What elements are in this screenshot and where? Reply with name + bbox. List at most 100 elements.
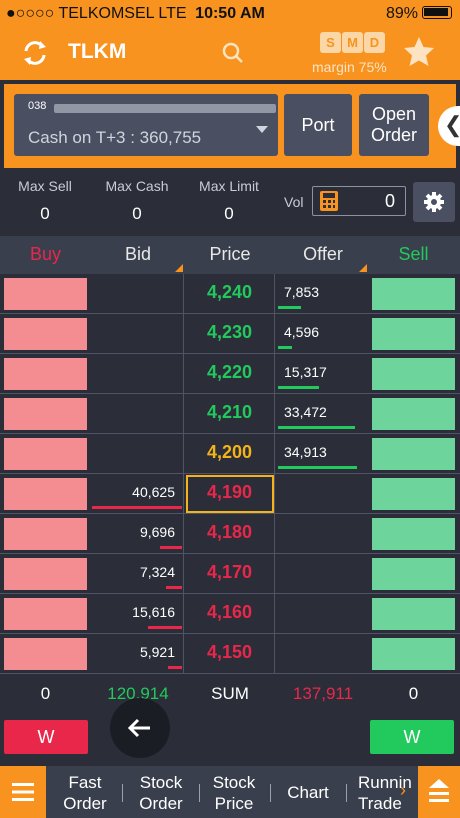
account-number-mask bbox=[54, 104, 276, 113]
chevron-right-icon[interactable]: › bbox=[400, 780, 406, 800]
price-level[interactable]: 4,200 bbox=[185, 434, 275, 474]
sell-w-button[interactable]: W bbox=[370, 720, 454, 754]
sort-offer-icon bbox=[359, 264, 367, 272]
orderbook-row: 4,200 34,913 bbox=[0, 434, 460, 474]
refresh-icon[interactable] bbox=[20, 38, 50, 68]
battery-percent: 89% bbox=[385, 5, 418, 22]
sell-cell[interactable] bbox=[372, 638, 455, 670]
bid-volume[interactable] bbox=[92, 394, 184, 434]
vol-input[interactable]: 0 bbox=[312, 186, 406, 216]
bid-volume[interactable]: 9,696 bbox=[92, 514, 184, 554]
orderbook-row: 9,696 4,180 bbox=[0, 514, 460, 554]
sell-cell[interactable] bbox=[372, 598, 455, 630]
stock-ticker[interactable]: TLKM bbox=[68, 40, 127, 63]
offer-volume[interactable] bbox=[276, 474, 370, 514]
buy-cell[interactable] bbox=[4, 518, 87, 550]
margin-label: margin 75% bbox=[312, 59, 387, 75]
sell-cell[interactable] bbox=[372, 558, 455, 590]
max-cash-label: Max Cash bbox=[105, 178, 169, 194]
nav-expand-button[interactable] bbox=[418, 766, 460, 818]
col-bid[interactable]: Bid bbox=[124, 244, 151, 264]
offer-volume-bar bbox=[278, 466, 357, 469]
order-book: 4,240 7,853 4,230 4,596 4,220 15,317 4,210 33,4… bbox=[0, 274, 460, 674]
orderbook-row: 4,230 4,596 bbox=[0, 314, 460, 354]
price-level[interactable]: 4,180 bbox=[185, 514, 275, 554]
price-level[interactable]: 4,220 bbox=[185, 354, 275, 394]
sum-sell: 0 bbox=[408, 684, 419, 703]
col-offer[interactable]: Offer bbox=[303, 244, 343, 264]
buy-cell[interactable] bbox=[4, 358, 87, 390]
sell-cell[interactable] bbox=[372, 518, 455, 550]
sum-bid: 120,914 bbox=[107, 684, 169, 703]
price-level[interactable]: 4,150 bbox=[185, 634, 275, 674]
nav-separator bbox=[270, 784, 271, 802]
expand-up-icon bbox=[429, 779, 449, 802]
buy-cell[interactable] bbox=[4, 558, 87, 590]
sell-cell[interactable] bbox=[372, 358, 455, 390]
price-level[interactable]: 4,240 bbox=[185, 274, 275, 314]
price-level[interactable]: 4,190 bbox=[185, 474, 275, 514]
bid-volume[interactable]: 5,921 bbox=[92, 634, 184, 674]
account-selector[interactable]: 038 Cash on T+3 : 360,755 bbox=[14, 94, 278, 156]
bid-volume[interactable] bbox=[92, 354, 184, 394]
nav-fast-order[interactable]: Fast Order bbox=[63, 773, 107, 813]
limits-panel: Max Sell 0 Max Cash 0 Max Limit 0 Vol 0 bbox=[0, 170, 460, 234]
buy-cell[interactable] bbox=[4, 438, 87, 470]
nav-tabs: Fast Order Stock Order Stock Price Chart… bbox=[46, 766, 418, 818]
nav-chart[interactable]: Chart bbox=[287, 783, 329, 802]
buy-cell[interactable] bbox=[4, 398, 87, 430]
nav-stock-price[interactable]: Stock Price bbox=[212, 773, 256, 813]
buy-cell[interactable] bbox=[4, 638, 87, 670]
gear-icon bbox=[424, 192, 444, 212]
bid-volume[interactable]: 7,324 bbox=[92, 554, 184, 594]
buy-cell[interactable] bbox=[4, 318, 87, 350]
search-icon[interactable] bbox=[220, 40, 246, 66]
open-order-button[interactable]: Open Order bbox=[359, 94, 429, 156]
account-number: 038 bbox=[28, 100, 47, 112]
back-button[interactable] bbox=[110, 698, 170, 758]
max-limit-label: Max Limit bbox=[199, 178, 259, 194]
menu-button[interactable] bbox=[0, 766, 46, 818]
sell-cell[interactable] bbox=[372, 398, 455, 430]
bid-volume[interactable] bbox=[92, 274, 184, 314]
offer-volume[interactable]: 34,913 bbox=[284, 444, 327, 460]
buy-cell[interactable] bbox=[4, 278, 87, 310]
side-panel-toggle[interactable]: ❮ bbox=[438, 106, 460, 146]
price-level[interactable]: 4,230 bbox=[185, 314, 275, 354]
sum-offer: 137,911 bbox=[292, 684, 354, 703]
buy-w-button[interactable]: W bbox=[4, 720, 88, 754]
offer-volume[interactable]: 15,317 bbox=[284, 364, 327, 380]
nav-running-trade[interactable]: Runnin Trade bbox=[358, 773, 412, 813]
bid-volume-bar bbox=[168, 666, 182, 669]
carrier-signal: ●○○○○ TELKOMSEL LTE bbox=[6, 5, 187, 22]
price-level[interactable]: 4,170 bbox=[185, 554, 275, 594]
bid-volume[interactable]: 40,625 bbox=[92, 474, 184, 514]
sell-cell[interactable] bbox=[372, 438, 455, 470]
buy-cell[interactable] bbox=[4, 478, 87, 510]
col-buy: Buy bbox=[29, 244, 62, 264]
bid-volume[interactable] bbox=[92, 434, 184, 474]
offer-volume[interactable] bbox=[276, 594, 370, 634]
bid-volume-bar bbox=[92, 506, 182, 509]
sell-cell[interactable] bbox=[372, 278, 455, 310]
max-limit-value: 0 bbox=[224, 204, 234, 223]
nav-stock-order[interactable]: Stock Order bbox=[139, 773, 183, 813]
sort-bid-icon bbox=[175, 264, 183, 272]
offer-volume[interactable]: 7,853 bbox=[284, 284, 320, 300]
sell-cell[interactable] bbox=[372, 318, 455, 350]
offer-volume[interactable]: 33,472 bbox=[284, 404, 327, 420]
port-button[interactable]: Port bbox=[284, 94, 352, 156]
buy-cell[interactable] bbox=[4, 598, 87, 630]
price-level[interactable]: 4,210 bbox=[185, 394, 275, 434]
offer-volume[interactable] bbox=[276, 514, 370, 554]
calculator-icon[interactable] bbox=[319, 190, 339, 212]
settings-button[interactable] bbox=[413, 182, 455, 222]
bid-volume[interactable] bbox=[92, 314, 184, 354]
price-level[interactable]: 4,160 bbox=[185, 594, 275, 634]
sell-cell[interactable] bbox=[372, 478, 455, 510]
star-icon[interactable] bbox=[401, 34, 437, 70]
offer-volume[interactable] bbox=[276, 554, 370, 594]
offer-volume[interactable]: 4,596 bbox=[284, 324, 320, 340]
offer-volume[interactable] bbox=[276, 634, 370, 674]
bid-volume[interactable]: 15,616 bbox=[92, 594, 184, 634]
